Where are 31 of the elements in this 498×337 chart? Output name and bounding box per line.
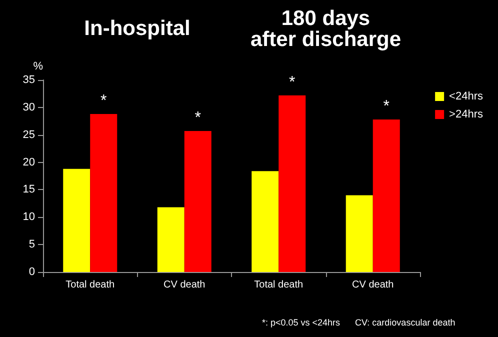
- legend-label: >24hrs: [449, 108, 484, 120]
- data-label: *: [194, 110, 201, 127]
- text: CV: cardiovascular death: [355, 318, 456, 328]
- data-label: *: [289, 74, 296, 91]
- bar: [90, 114, 118, 272]
- x-tick-label: Total death: [66, 280, 115, 290]
- bar: [63, 168, 90, 272]
- y-tick-label: 20: [22, 156, 35, 168]
- bar: [278, 95, 306, 272]
- bar: [252, 171, 279, 272]
- y-tick-label: 0: [28, 266, 35, 278]
- y-tick-label: 10: [22, 211, 35, 224]
- bar: [157, 207, 184, 272]
- legend-label: <24hrs: [449, 90, 484, 102]
- x-tick-label: Total death: [254, 280, 304, 290]
- y-tick-label: 35: [22, 74, 35, 86]
- x-tick-label: CV death: [164, 280, 206, 290]
- text: *: p<0.05 vs <24hrs: [262, 318, 341, 328]
- y-tick-label: 30: [22, 101, 35, 114]
- x-tick-label: CV death: [352, 280, 394, 290]
- bar: [346, 195, 373, 272]
- y-axis-title: %: [33, 60, 44, 72]
- bar: [372, 119, 400, 272]
- text: In-hospital: [84, 17, 190, 40]
- text: 180 days after discharge: [250, 7, 402, 51]
- y-tick-label: 5: [28, 238, 35, 251]
- bar: [184, 131, 212, 272]
- data-label: *: [100, 92, 107, 110]
- y-tick-label: 15: [22, 184, 35, 196]
- data-label: *: [383, 98, 390, 115]
- y-tick-label: 25: [22, 128, 35, 141]
